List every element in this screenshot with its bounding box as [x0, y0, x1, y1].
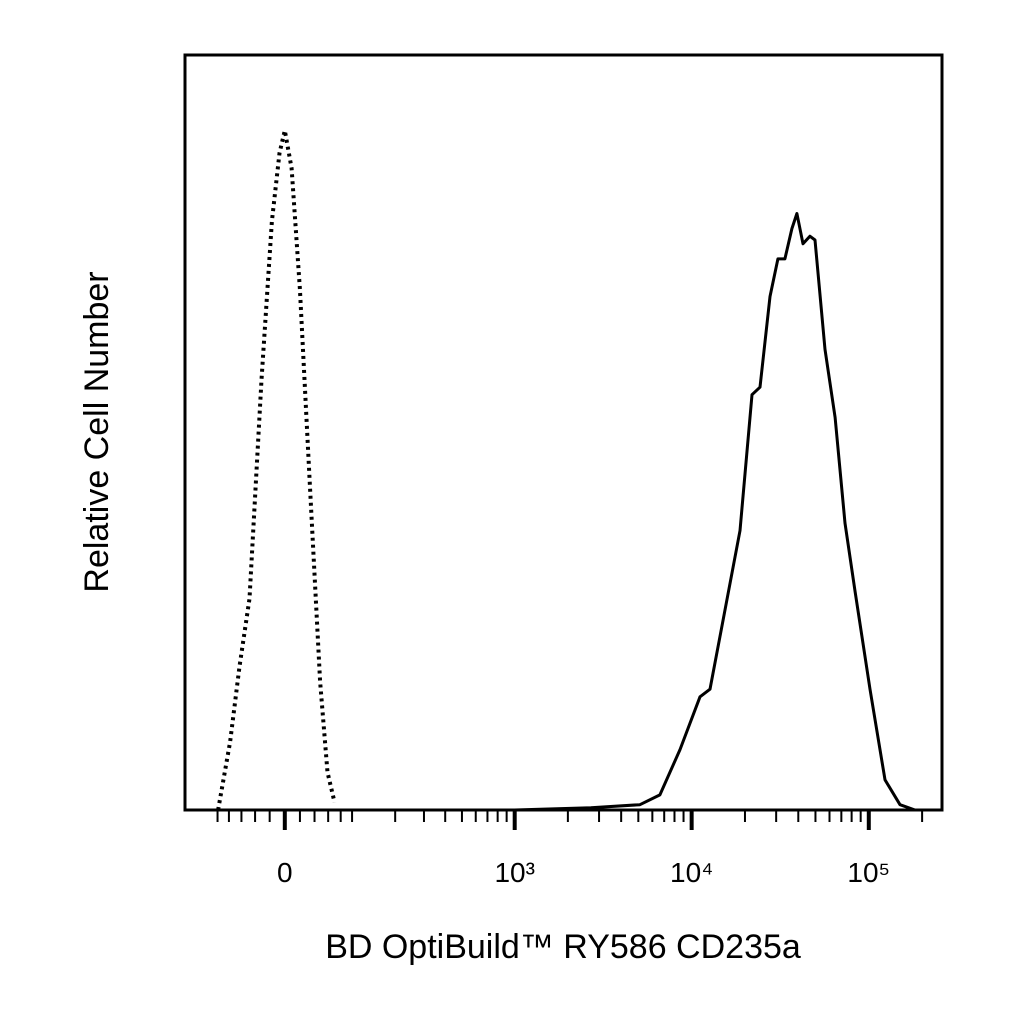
- plot-frame: [183, 53, 944, 812]
- histogram-line: [185, 212, 916, 812]
- x-tick-label: 10³: [494, 857, 534, 888]
- x-tick-label: 10⁵: [847, 857, 890, 888]
- x-tick-label: 10⁴: [670, 857, 713, 888]
- y-axis-title: Relative Cell Number: [78, 271, 116, 592]
- x-axis-title: BD OptiBuild™ RY586 CD235a: [325, 928, 801, 966]
- x-tick-label: 0: [277, 857, 293, 888]
- histogram-line: [216, 128, 337, 811]
